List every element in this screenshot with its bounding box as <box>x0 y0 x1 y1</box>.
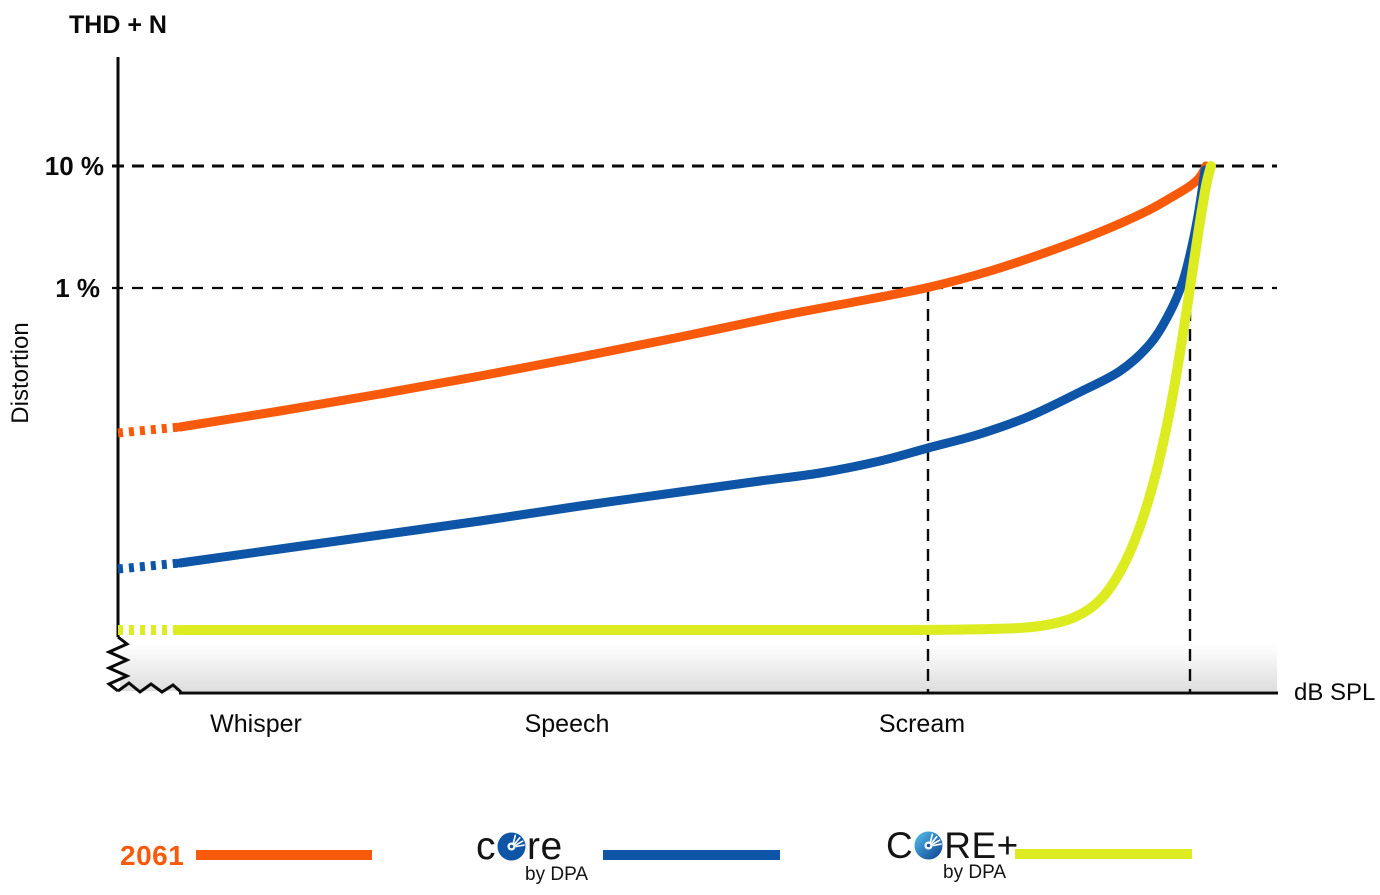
legend-logo-coreplus: C <box>886 827 1019 884</box>
x-category-whisper: Whisper <box>210 710 302 738</box>
coreplus-logo-text-pre: C <box>886 825 914 866</box>
curve-coreplus <box>175 161 1216 636</box>
x-axis-break-icon <box>117 681 182 694</box>
noise-floor-gradient <box>120 644 1277 691</box>
dpa-disc-icon <box>497 832 526 861</box>
y-axis-label: Distortion <box>7 322 34 423</box>
curve-2061-dotted <box>117 422 181 438</box>
legend-swatch-coreplus <box>1015 849 1192 859</box>
chart-title: THD + N <box>69 11 167 39</box>
core-logo-text-post: re <box>527 825 563 868</box>
dpa-disc-gradient-icon <box>914 831 943 860</box>
coreplus-logo-subtext: by DPA <box>943 862 1007 883</box>
legend-swatch-core <box>603 850 780 860</box>
coreplus-logo-text-post: RE+ <box>944 825 1019 866</box>
legend-swatch-2061 <box>196 850 372 860</box>
x-category-speech: Speech <box>525 710 610 738</box>
core-logo-subtext: by DPA <box>525 864 589 885</box>
x-category-scream: Scream <box>879 710 965 738</box>
curve-core <box>175 165 1210 568</box>
y-tick-10pct: 10 % <box>45 151 104 181</box>
y-axis-break-icon <box>105 635 131 693</box>
coreplus-logo-wordmark: C <box>886 827 1019 864</box>
x-axis-label: dB SPL <box>1294 679 1375 706</box>
legend-label-2061: 2061 <box>120 840 185 871</box>
curve-core-dotted <box>117 558 181 574</box>
curve-2061 <box>175 161 1211 432</box>
core-logo-wordmark: c re <box>476 827 588 866</box>
core-logo-text-pre: c <box>476 825 496 868</box>
chart-plot-area: THD + N 10 % 1 % Distortion dB SPL Whisp… <box>7 11 1375 738</box>
y-tick-1pct: 1 % <box>55 273 100 303</box>
legend-logo-core: c re by DPA <box>476 827 588 886</box>
